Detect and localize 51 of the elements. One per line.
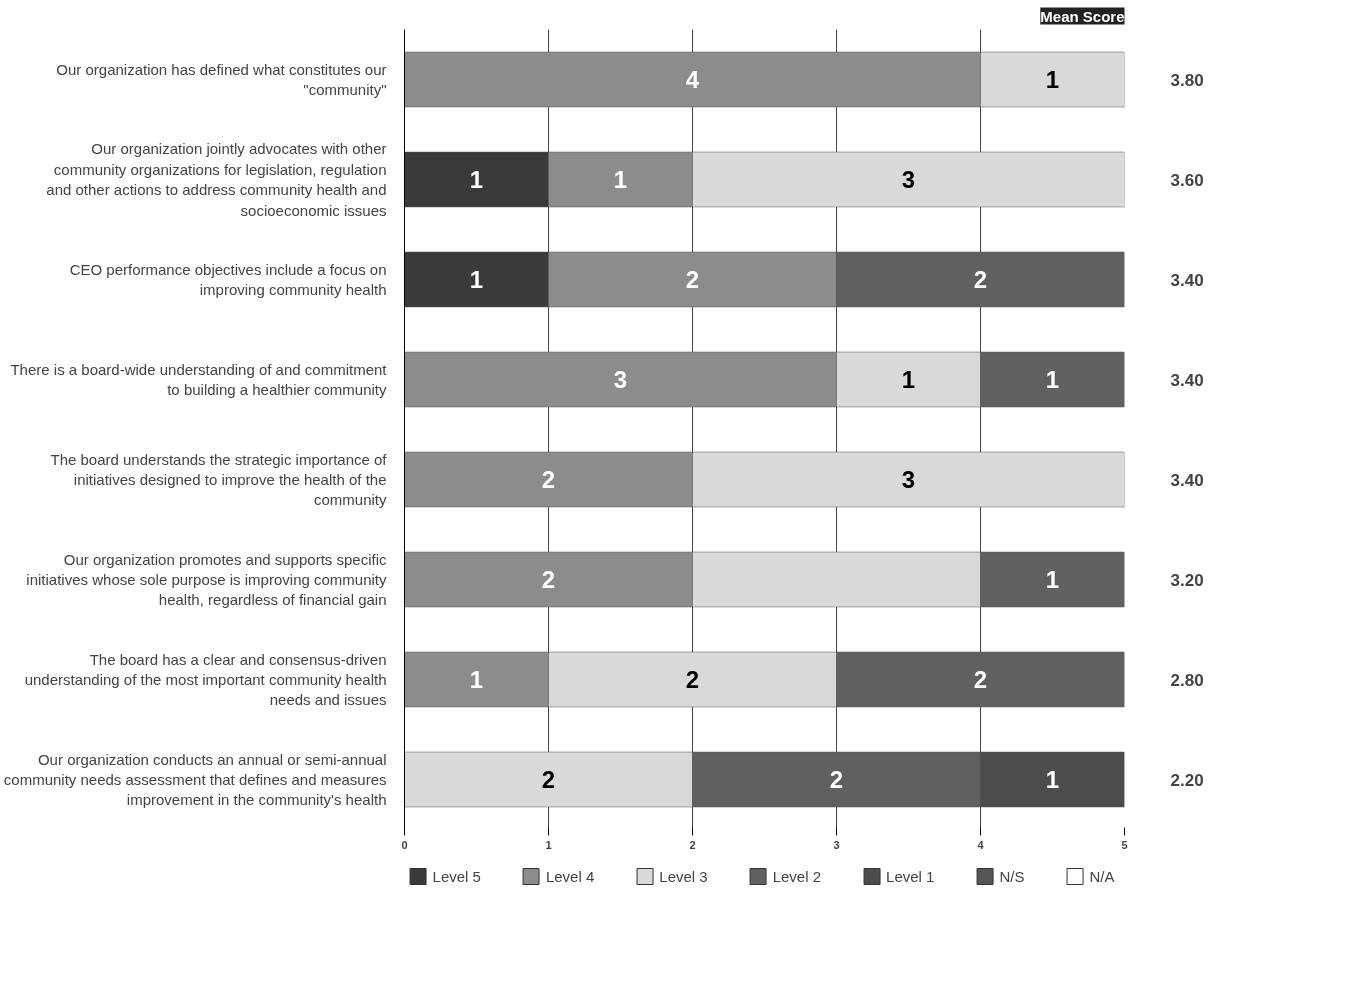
- text: 2.80: [1170, 670, 1204, 690]
- legend-label: Level 1: [886, 867, 935, 885]
- data-label: 1: [1045, 766, 1060, 793]
- data-label: 1: [1045, 566, 1060, 593]
- x-tick-label: 2: [689, 838, 696, 851]
- y-tick-label: Our organization promotes and supports specific initiatives whose sole purpose is improving community health, regardless of financial gain: [26, 550, 387, 609]
- x-tick-label: 0: [401, 838, 408, 851]
- text: 3.40: [1170, 470, 1204, 490]
- data-label: 1: [1045, 366, 1060, 393]
- text: 3.80: [1170, 70, 1204, 90]
- y-tick-label: There is a board-wide understanding of and commitment to building a healthier community: [10, 360, 388, 399]
- data-label: 2: [541, 466, 556, 493]
- legend-label: N/A: [1089, 867, 1115, 885]
- data-label: 2: [973, 266, 988, 293]
- data-label: 1: [469, 266, 484, 293]
- legend-label: Level 5: [432, 867, 481, 885]
- data-label: 2: [541, 566, 556, 593]
- x-tick-label: 5: [1121, 838, 1128, 851]
- data-label: 4: [685, 66, 700, 93]
- text: 2.20: [1170, 770, 1204, 790]
- text: 3.40: [1170, 370, 1204, 390]
- data-label: 2: [685, 666, 700, 693]
- y-tick-label: The board understands the strategic importance of initiatives designed to improve the health of the community: [50, 450, 388, 509]
- data-label: 3: [901, 466, 916, 493]
- y-tick-label: The board has a clear and consensus-driven understanding of the most important community health needs and issues: [24, 650, 387, 709]
- legend-label: Level 4: [545, 867, 595, 885]
- data-label: 2: [541, 766, 556, 793]
- text: 3.60: [1170, 170, 1204, 190]
- x-tick-label: 4: [977, 838, 985, 851]
- data-label: 1: [901, 366, 916, 393]
- data-label: 2: [829, 766, 844, 793]
- legend-label: Level 3: [659, 867, 708, 885]
- data-label: 3: [613, 366, 628, 393]
- text: Mean Score: [1040, 7, 1125, 25]
- legend-label: N/S: [999, 867, 1025, 885]
- data-label: 1: [469, 666, 484, 693]
- data-label: 1: [613, 166, 628, 193]
- y-tick-label: Our organization has defined what constitutes our "community": [56, 60, 387, 99]
- data-label: 1: [469, 166, 484, 193]
- data-label: 2: [685, 266, 700, 293]
- text: 3.40: [1170, 270, 1204, 290]
- y-tick-label: Our organization conducts an annual or semi-annual community needs assessment that defines and measures improvement in the community's health: [3, 750, 387, 809]
- legend-label: Level 2: [772, 867, 822, 885]
- x-tick-label: 1: [545, 838, 552, 851]
- y-tick-label: Our organization jointly advocates with other community organizations for legislation, regulation and other actions to address community health and socioeconomic issues: [46, 140, 387, 219]
- y-tick-label: CEO performance objectives include a focus on improving community health: [69, 260, 387, 299]
- data-label: 1: [1045, 66, 1060, 93]
- data-label: 2: [973, 666, 988, 693]
- data-label: 3: [901, 166, 916, 193]
- x-tick-label: 3: [833, 838, 840, 851]
- text: 3.20: [1170, 570, 1204, 590]
